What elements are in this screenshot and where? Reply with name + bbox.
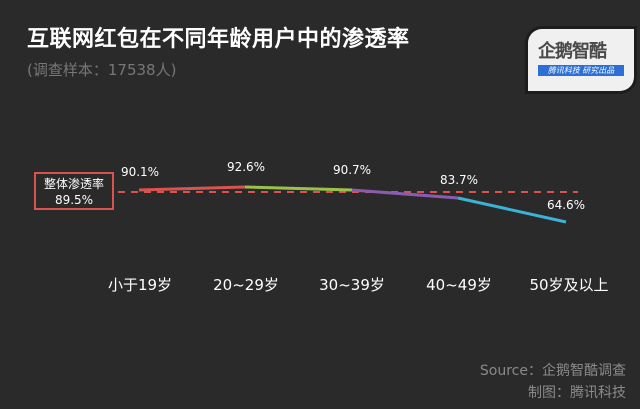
x-axis-label: 50岁及以上: [529, 276, 609, 294]
source-note: Source：企鹅智酷调查: [479, 363, 626, 379]
chart-title: 互联网红包在不同年龄用户中的渗透率: [27, 27, 410, 52]
average-label: 整体渗透率: [43, 177, 104, 191]
average-value: 89.5%: [54, 193, 94, 207]
data-label: 90.1%: [120, 165, 160, 179]
credit-note: 制图：腾讯科技: [528, 385, 626, 401]
data-label: 90.7%: [332, 163, 372, 177]
data-label: 83.7%: [439, 173, 479, 187]
segment-4: [457, 196, 567, 224]
x-axis-label: 40~49岁: [426, 276, 492, 294]
data-label: 64.6%: [546, 198, 586, 212]
x-axis-label: 30~39岁: [319, 276, 385, 294]
segment-3: [351, 188, 459, 200]
x-axis-label: 20~29岁: [213, 276, 279, 294]
brand-logo: 企鹅智酷 腾讯科技 研究出品: [528, 29, 634, 91]
segment-2: [244, 185, 353, 192]
average-callout: 整体渗透率 89.5%: [34, 172, 114, 210]
logo-tagline: 腾讯科技 研究出品: [538, 65, 624, 76]
segment-1: [138, 185, 246, 192]
chart-subtitle: (调查样本：17538人): [27, 61, 177, 79]
data-label: 92.6%: [226, 160, 266, 174]
logo-name: 企鹅智酷: [538, 41, 607, 62]
x-axis-label: 小于19岁: [107, 276, 173, 294]
